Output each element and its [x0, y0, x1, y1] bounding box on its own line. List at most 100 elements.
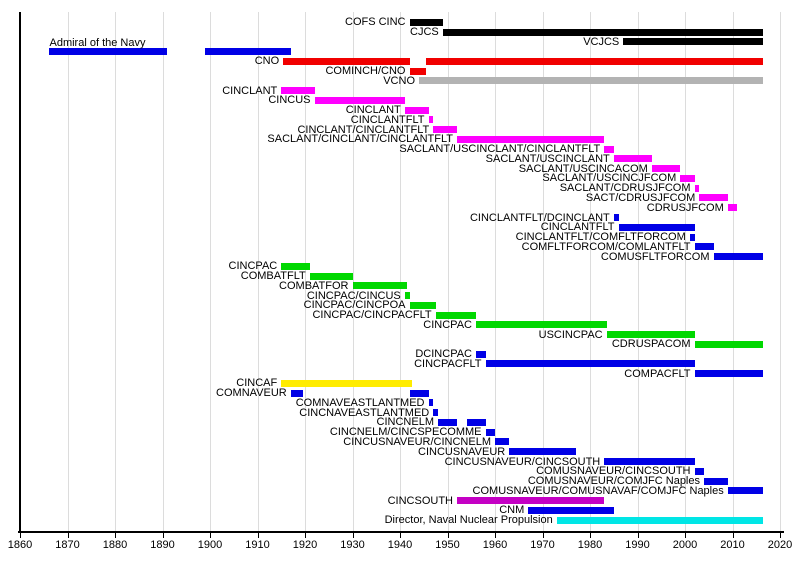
bar-label: CINCPACFLT	[414, 357, 482, 370]
axis-tick-label: 2000	[672, 539, 698, 551]
timeline-bar	[281, 379, 412, 387]
timeline-bar	[694, 184, 700, 192]
axis-tick-label: 1910	[245, 539, 270, 551]
axis-tick	[685, 533, 686, 538]
x-axis	[18, 531, 784, 533]
bar-label: SACLANT/CDRUSJFCOM	[559, 182, 691, 195]
timeline-bar	[509, 448, 576, 456]
gridline-1970	[542, 12, 544, 531]
timeline-bar	[613, 155, 652, 163]
gridline-1880	[115, 12, 116, 531]
bar-label: SACT/CDRUSJFCOM	[585, 191, 696, 204]
timeline-bar	[528, 506, 614, 514]
timeline-bar	[352, 282, 408, 290]
bar-label: CINCLANT	[345, 104, 401, 117]
bar-label: CINCPAC/CINCUS	[306, 289, 401, 302]
axis-tick-label: 1940	[387, 539, 413, 551]
bar-label: DCINCPAC	[415, 348, 472, 361]
bar-label: COMBATFLT	[240, 270, 306, 283]
timeline-bar	[651, 165, 681, 173]
bar-label: CINCLANTFLT/DCINCLANT	[469, 211, 610, 224]
bar-label: CDRUSJFCOM	[646, 201, 724, 214]
bar-label: COFS CINC	[345, 16, 406, 29]
timeline-bar	[438, 418, 457, 426]
timeline-bar	[281, 87, 315, 95]
y-axis	[19, 12, 21, 533]
timeline-bar	[283, 57, 411, 65]
gridline-1930	[352, 12, 354, 531]
gridline-1920	[305, 12, 306, 531]
bar-label: COMUSNAVEUR/COMUSNAVAF/COMJFC Naples	[472, 484, 724, 497]
bar-label: Director, Naval Nuclear Propulsion	[384, 514, 553, 527]
axis-tick-label: 1990	[625, 539, 650, 551]
bar-label: CJCS	[410, 26, 439, 39]
timeline-bar	[689, 233, 695, 241]
axis-tick-label: 2020	[767, 539, 793, 551]
bar-label: CINCSOUTH	[387, 494, 453, 507]
timeline-bar	[485, 428, 495, 436]
axis-tick	[780, 533, 781, 538]
timeline-bar	[556, 516, 764, 524]
bar-label: CINCLANTFLT/COMFLTFORCOM	[515, 231, 686, 244]
gridline-1950	[447, 12, 449, 531]
timeline-bar	[476, 350, 486, 358]
axis-tick-label: 1870	[55, 539, 80, 551]
axis-tick	[20, 533, 21, 538]
axis-tick	[210, 533, 211, 538]
axis-tick-label: 1920	[292, 539, 318, 551]
bar-label: CINCLANTFLT	[350, 113, 425, 126]
axis-tick-label: 1970	[530, 539, 555, 551]
timeline-bar	[604, 458, 695, 465]
bar-label: CINCNELM	[376, 416, 434, 429]
axis-tick	[162, 533, 164, 538]
axis-tick-label: 2010	[720, 539, 745, 551]
axis-tick-label: 1890	[150, 539, 175, 551]
timeline-bar	[694, 243, 714, 251]
timeline-bar	[426, 57, 764, 65]
timeline-bar	[476, 321, 607, 329]
timeline-bar	[409, 18, 443, 26]
timeline-bar	[419, 77, 764, 85]
bar-label: CINCNAVEASTLANTMED	[299, 406, 430, 419]
bar-label: CINCUS	[268, 94, 311, 107]
bar-label: COMUSFLTFORCOM	[600, 250, 710, 263]
timeline-bar	[433, 409, 438, 417]
bar-label: COMNAVEUR	[216, 387, 287, 400]
timeline-bar	[604, 145, 614, 153]
bar-label: CINCPAC	[228, 260, 278, 273]
gridline-2000	[685, 12, 686, 531]
timeline-bar	[606, 331, 695, 339]
bar-label: COMUSNAVEUR/CINCSOUTH	[536, 465, 691, 478]
axis-tick	[67, 533, 69, 538]
timeline-bar	[435, 311, 476, 319]
bar-label: CDRUSPACOM	[611, 338, 691, 351]
timeline-bar	[314, 96, 405, 104]
axis-tick-label: 1960	[482, 539, 508, 551]
axis-tick	[732, 533, 734, 538]
axis-tick-label: 1930	[340, 539, 365, 551]
gridline-2010	[732, 12, 734, 531]
bar-label: SACLANT/USCINCLANT/CINCLANTFLT	[399, 143, 601, 156]
timeline-bar	[442, 28, 764, 36]
timeline-bar	[457, 497, 605, 505]
timeline-bar	[281, 262, 310, 270]
bar-label: CNM	[499, 504, 525, 517]
timeline-bar	[409, 389, 429, 397]
timeline-bar	[485, 360, 695, 368]
axis-tick-label: 1950	[435, 539, 460, 551]
axis-tick	[257, 533, 259, 538]
timeline-bar	[704, 477, 728, 485]
gridline-2020	[780, 12, 781, 531]
timeline-bar	[404, 292, 410, 300]
bar-label: CINCLANT/CINCLANTFLT	[297, 123, 430, 136]
gridline-1870	[67, 12, 69, 531]
timeline-bar	[309, 272, 353, 280]
gridline-1940	[400, 12, 401, 531]
timeline-bar	[618, 223, 695, 231]
timeline-bar	[694, 370, 764, 378]
axis-tick-label: 1880	[102, 539, 128, 551]
axis-tick	[352, 533, 354, 538]
timeline-bar	[699, 194, 728, 202]
axis-tick-label: 1900	[197, 539, 223, 551]
